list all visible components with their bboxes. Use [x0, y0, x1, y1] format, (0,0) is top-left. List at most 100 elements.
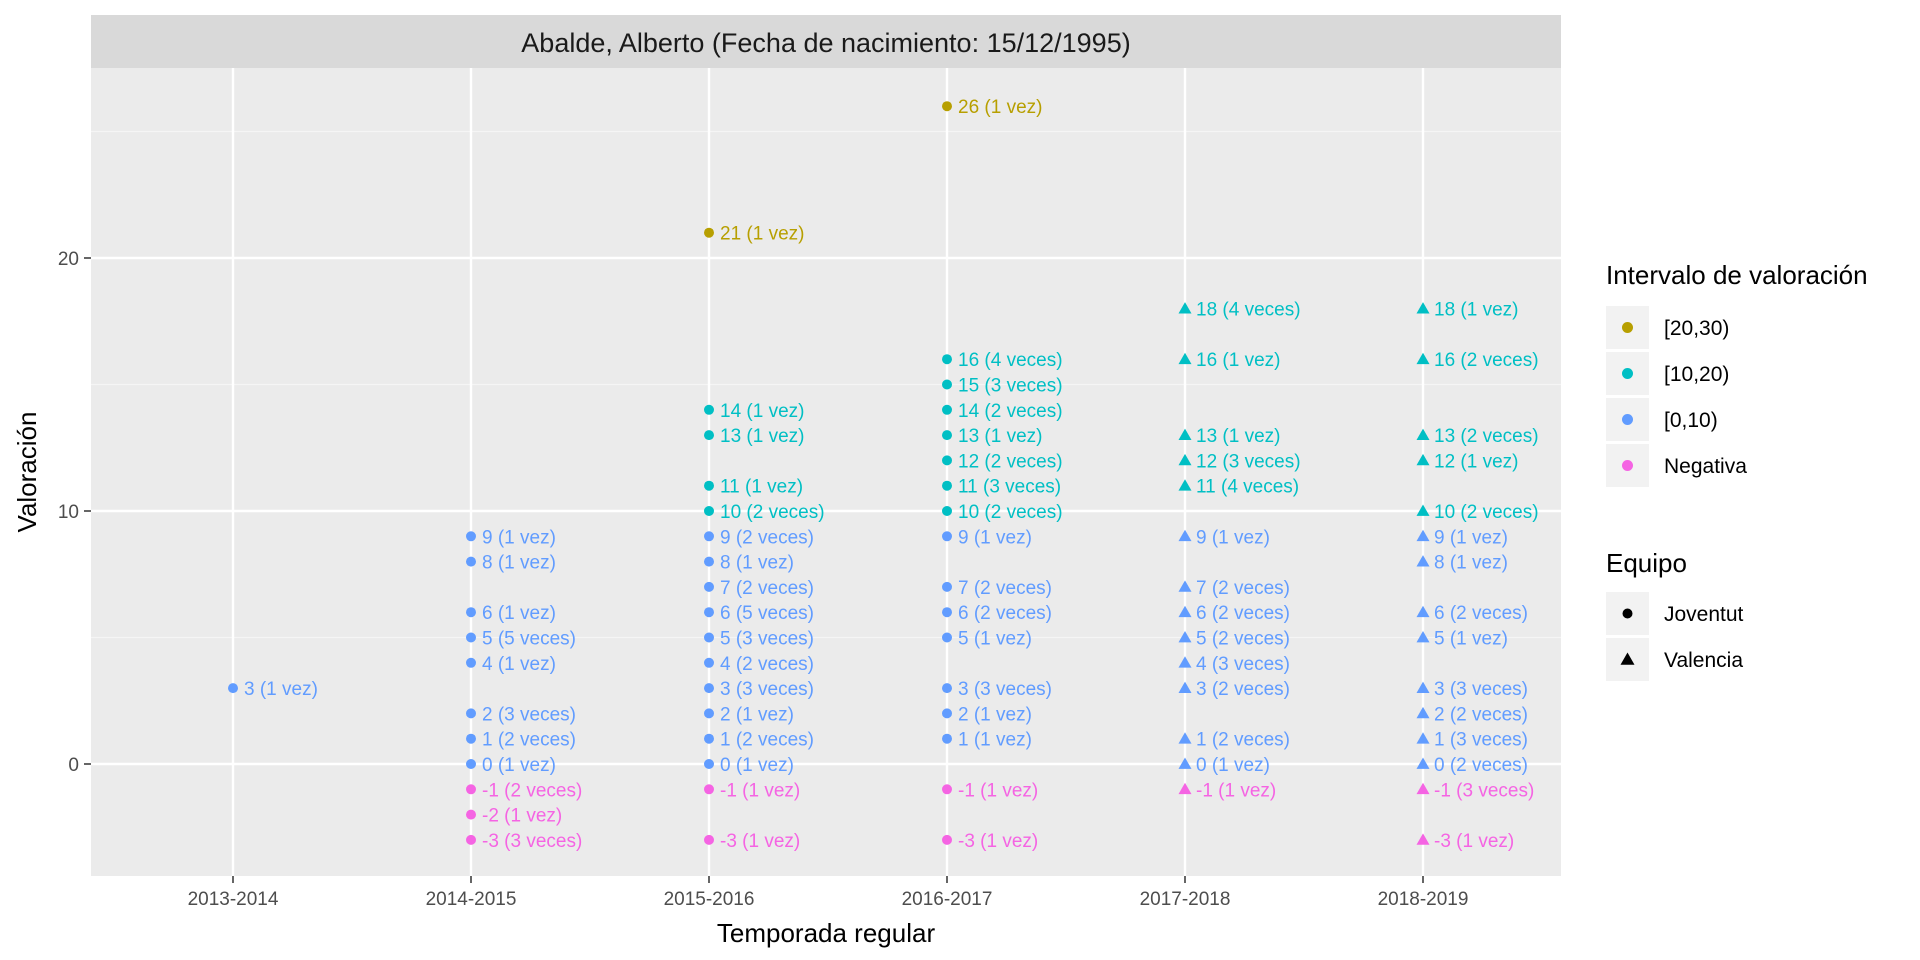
data-label: 2 (1 vez): [720, 704, 794, 725]
data-point-triangle: [1416, 504, 1430, 516]
data-point-circle: [466, 834, 476, 845]
data-point-triangle: [1178, 580, 1192, 592]
data-label: 10 (2 veces): [720, 502, 825, 523]
data-label: 9 (1 vez): [958, 527, 1032, 548]
data-point-circle: [942, 632, 952, 643]
data-point-circle: [704, 556, 714, 567]
data-point-triangle: [1178, 782, 1192, 795]
data-point-triangle: [1178, 631, 1192, 643]
data-label: 2 (3 veces): [482, 704, 576, 725]
data-point-circle: [704, 733, 714, 744]
data-label: 5 (1 vez): [1434, 629, 1508, 650]
data-label: 4 (1 vez): [482, 654, 556, 675]
x-tick-label: 2018-2019: [1378, 889, 1469, 910]
data-point-triangle: [1416, 555, 1430, 567]
data-point-circle: [466, 632, 476, 643]
data-label: 5 (2 veces): [1196, 629, 1290, 650]
shape-legend-title: Equipo: [1606, 548, 1687, 578]
data-label: 9 (1 vez): [482, 527, 556, 548]
x-tick-label: 2017-2018: [1140, 889, 1231, 910]
data-point-triangle: [1178, 529, 1192, 542]
data-point-circle: [942, 404, 952, 415]
x-tick-label: 2016-2017: [902, 889, 993, 910]
data-label: 12 (3 veces): [1196, 451, 1301, 472]
data-point-triangle: [1178, 757, 1192, 769]
data-point-circle: [466, 784, 476, 795]
y-tick-label: 20: [58, 249, 79, 270]
data-point-triangle: [1178, 656, 1192, 668]
data-point-circle: [942, 834, 952, 845]
data-label: 3 (1 vez): [244, 679, 318, 700]
data-point-circle: [942, 708, 952, 719]
data-point-circle: [228, 683, 238, 694]
data-labels: 3 (1 vez) 9 (1 vez) 8 (1 vez) 6 (1 vez) 5 (5…: [244, 97, 1539, 852]
data-label: -3 (3 veces): [482, 831, 582, 852]
data-label: 3 (3 veces): [1434, 679, 1528, 700]
data-label: 4 (2 veces): [720, 654, 814, 675]
data-label: 7 (2 veces): [720, 578, 814, 599]
data-label: 1 (3 veces): [1434, 730, 1528, 751]
data-label: -1 (2 veces): [482, 780, 582, 801]
data-label: 1 (2 veces): [720, 730, 814, 751]
data-label: 9 (1 vez): [1196, 527, 1270, 548]
data-label: 0 (2 veces): [1434, 755, 1528, 776]
y-tick-label: 0: [68, 755, 79, 776]
data-point-circle: [466, 759, 476, 769]
data-point-triangle: [1416, 757, 1430, 769]
legend-key-triangle: [1620, 652, 1635, 665]
data-label: 1 (2 veces): [1196, 730, 1290, 751]
data-label: 8 (1 vez): [1434, 553, 1508, 574]
data-label: 8 (1 vez): [482, 553, 556, 574]
data-point-circle: [942, 379, 952, 390]
data-point-triangle: [1178, 453, 1192, 466]
data-point-triangle: [1178, 479, 1192, 491]
data-label: 4 (3 veces): [1196, 654, 1290, 675]
data-label: 21 (1 vez): [720, 224, 804, 245]
data-point-circle: [942, 683, 952, 694]
data-label: 13 (1 vez): [958, 426, 1042, 447]
data-label: 16 (2 veces): [1434, 350, 1539, 371]
data-point-circle: [942, 506, 952, 516]
data-point-circle: [942, 455, 952, 466]
data-point-triangle: [1416, 302, 1430, 314]
data-point-circle: [466, 809, 476, 820]
data-label: -3 (1 vez): [1434, 831, 1514, 852]
data-label: 26 (1 vez): [958, 97, 1042, 118]
data-point-triangle: [1178, 302, 1192, 314]
data-point-circle: [704, 759, 714, 769]
data-point-triangle: [1416, 605, 1430, 618]
data-point-triangle: [1178, 732, 1192, 744]
data-point-circle: [704, 657, 714, 668]
data-label: 18 (1 vez): [1434, 300, 1518, 321]
data-label: 0 (1 vez): [482, 755, 556, 776]
data-label: 9 (1 vez): [1434, 527, 1508, 548]
data-point-triangle: [1416, 782, 1430, 795]
x-tick-label: 2013-2014: [188, 889, 279, 910]
data-point-circle: [704, 430, 714, 441]
data-label: 14 (2 veces): [958, 401, 1063, 422]
data-point-circle: [704, 784, 714, 795]
data-label: 5 (3 veces): [720, 629, 814, 650]
x-axis-title: Temporada regular: [717, 918, 936, 948]
data-point-circle: [942, 784, 952, 795]
y-axis: 0 10 20: [58, 249, 91, 776]
data-point-triangle: [1416, 428, 1430, 440]
data-label: 13 (1 vez): [1196, 426, 1280, 447]
data-point-triangle: [1416, 681, 1430, 693]
data-label: 11 (4 veces): [1196, 477, 1299, 498]
plot-panel: [91, 68, 1561, 876]
y-tick-label: 10: [58, 502, 79, 523]
data-label: 11 (3 veces): [958, 477, 1061, 498]
legend-label: [0,10): [1664, 409, 1718, 432]
data-point-circle: [942, 354, 952, 365]
chart-title: Abalde, Alberto (Fecha de nacimiento: 15…: [521, 28, 1130, 58]
data-label: 10 (2 veces): [958, 502, 1063, 523]
legend-label: Valencia: [1664, 649, 1743, 672]
data-label: 13 (2 veces): [1434, 426, 1539, 447]
data-label: -1 (1 vez): [720, 780, 800, 801]
legend-key-circle: [1622, 608, 1633, 619]
y-axis-title: Valoración: [12, 412, 42, 533]
data-point-circle: [704, 531, 714, 542]
data-label: -3 (1 vez): [720, 831, 800, 852]
x-axis: 2013-2014 2014-2015 2015-2016 2016-2017 2017…: [188, 876, 1469, 910]
